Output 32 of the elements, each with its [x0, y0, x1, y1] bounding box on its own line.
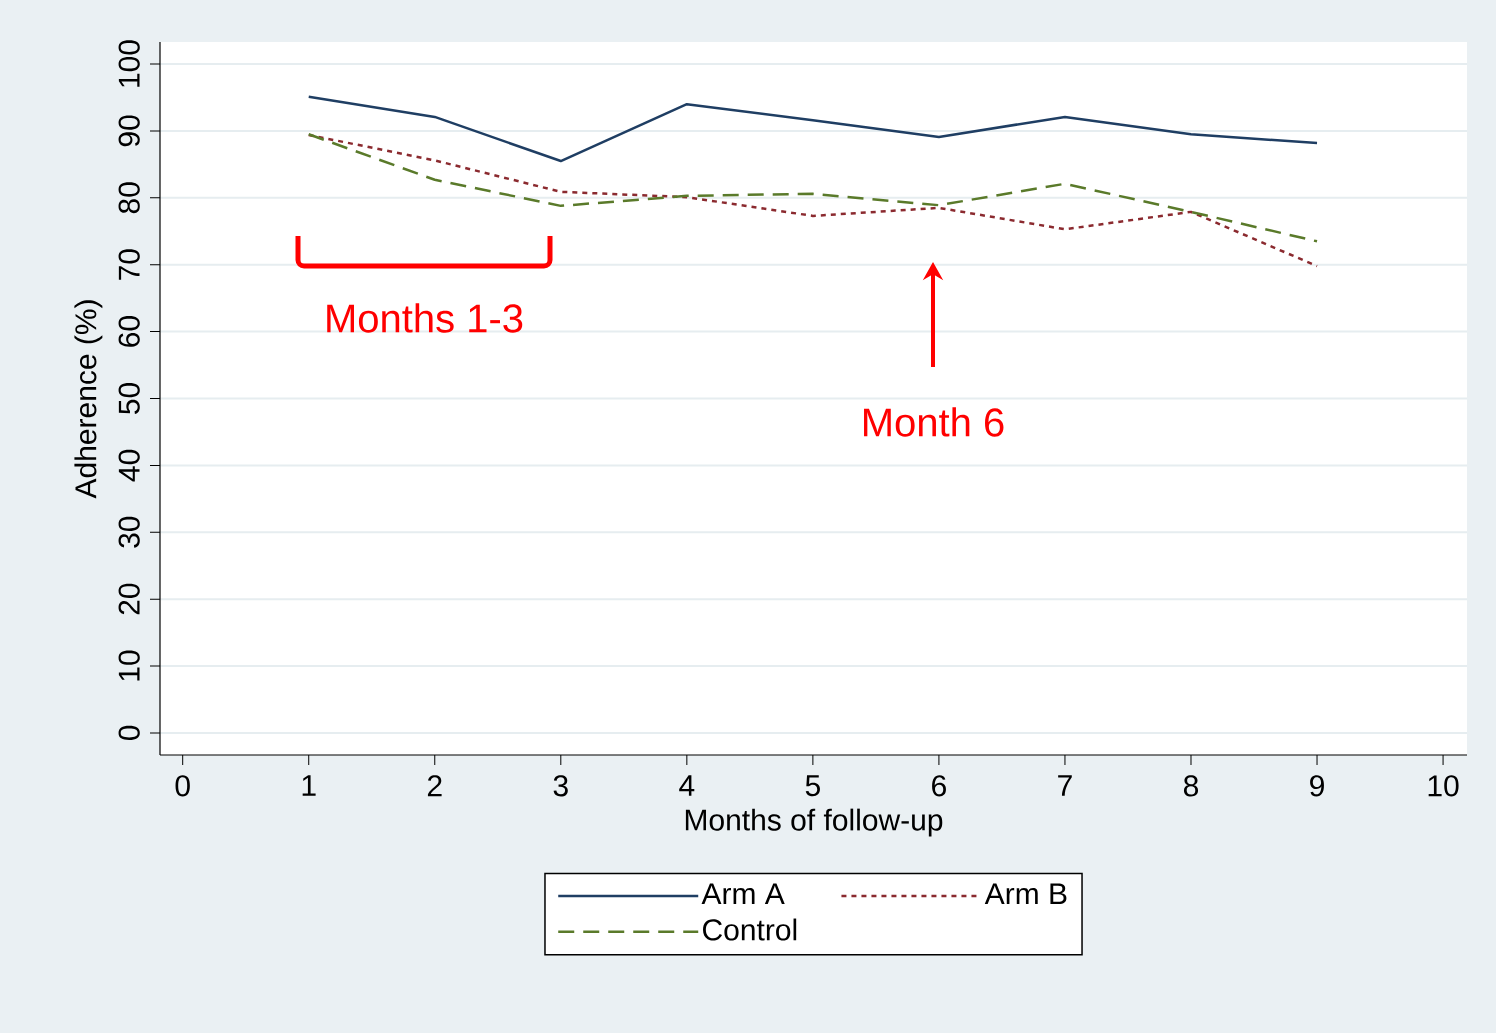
x-tick-label: 5: [805, 775, 820, 797]
x-tick-label: 6: [932, 775, 946, 797]
x-tick-label: 4: [679, 775, 695, 796]
x-tick-label: 3: [553, 775, 568, 797]
x-tick-label: 10: [1428, 775, 1459, 797]
x-tick-label: 0: [175, 775, 190, 797]
line-series: [307, 133, 1319, 268]
x-tick-label: 1: [302, 775, 316, 796]
line-series: [307, 133, 1319, 243]
y-tick-label: 0: [118, 725, 140, 741]
x-tick-label: 2: [427, 775, 442, 797]
legend-label: Arm B: [984, 883, 1067, 905]
y-tick-label: 70: [118, 249, 140, 280]
x-tick-label: 9: [1310, 775, 1324, 797]
x-axis-title: Months of follow-up: [685, 808, 943, 837]
y-tick-label: 30: [118, 516, 140, 548]
x-tick-label: 7: [1058, 775, 1072, 796]
y-axis-title: Adherence (%): [74, 300, 103, 499]
legend-label: Control: [703, 918, 797, 941]
line-series: [307, 95, 1319, 163]
y-tick-label: 10: [118, 650, 140, 681]
y-tick-label: 60: [118, 316, 140, 347]
legend-label: Arm A: [701, 883, 785, 905]
y-tick-label: 50: [118, 382, 140, 414]
annotation: Months 1-3: [327, 303, 523, 333]
y-tick-label: 80: [118, 182, 140, 214]
annotation: Month 6: [864, 407, 1004, 437]
y-tick-label: 20: [118, 583, 140, 615]
x-tick-label: 8: [1183, 775, 1199, 797]
y-tick-label: 40: [118, 449, 140, 482]
y-tick-label: 90: [118, 115, 140, 147]
y-tick-label: 100: [118, 40, 140, 87]
